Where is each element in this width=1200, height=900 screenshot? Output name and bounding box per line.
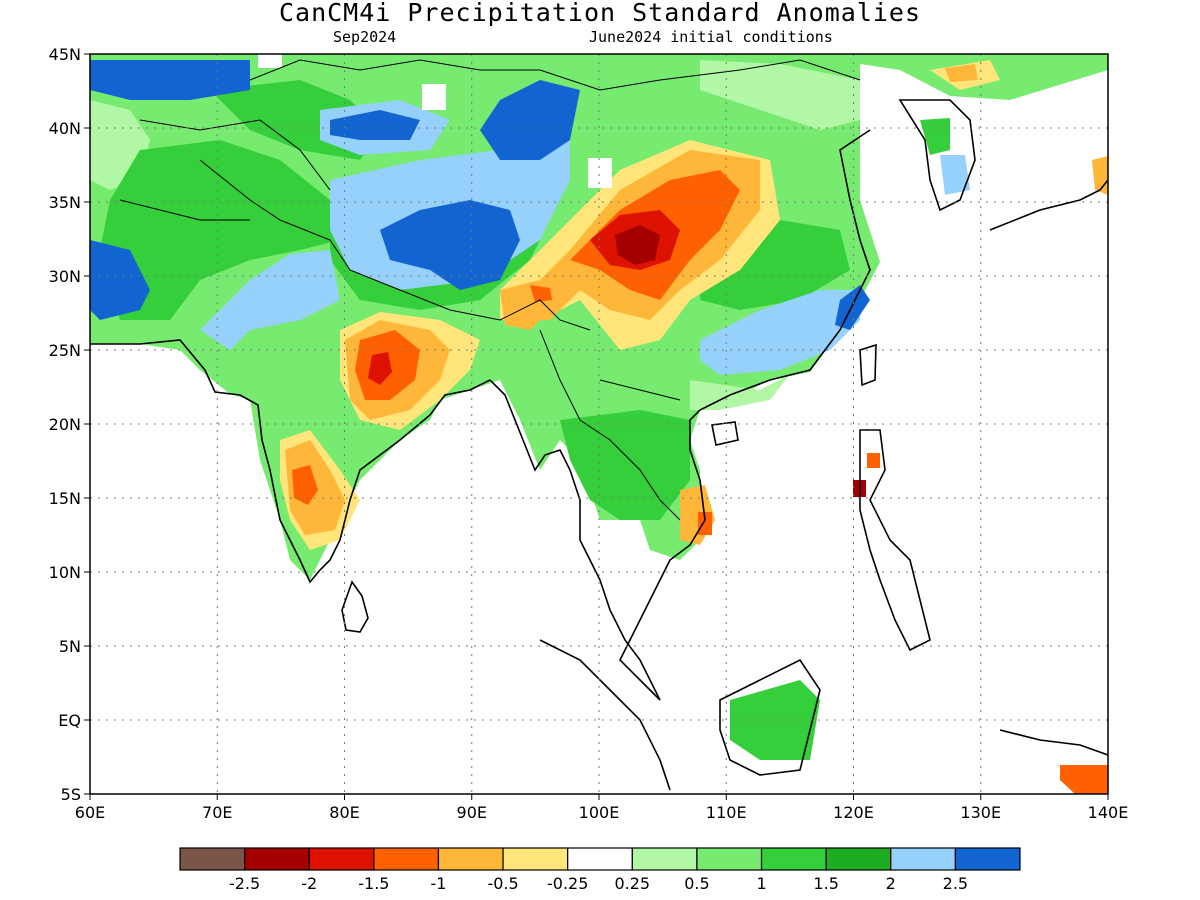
colorbar-label: 1.5	[813, 874, 838, 893]
lon-tick-label: 140E	[1088, 803, 1129, 822]
coast-sri-lanka	[341, 580, 369, 633]
lat-tick-label: 40N	[49, 119, 81, 138]
lat-tick-label: 15N	[49, 489, 81, 508]
coast-philippines	[859, 429, 931, 652]
colorbar: -2.5 -2 -1.5 -1 -0.5 -0.25 0.25 0.5 1 1.5 2 2.5	[179, 847, 1021, 893]
lat-tick-label: 10N	[49, 563, 81, 582]
colorbar-label: -0.25	[547, 874, 588, 893]
colorbar-swatch	[954, 847, 1021, 871]
border-himalaya	[199, 159, 591, 331]
orange-vietnam-core	[698, 512, 712, 535]
lon-tick-label: 130E	[960, 803, 1001, 822]
colorbar-swatch	[179, 847, 246, 871]
lat-tick-label: 20N	[49, 415, 81, 434]
darkred-central-china	[615, 225, 660, 265]
coast-indochina	[619, 129, 871, 701]
orange-india-south	[292, 465, 318, 505]
lightblue-india-north	[200, 250, 340, 350]
lat-tick-label: 30N	[49, 267, 81, 286]
colorbar-swatch	[567, 847, 633, 871]
axis-ticks: 60E 70E 80E 90E 100E 110E 120E 130E 140E 45N 40N 35…	[49, 45, 1129, 822]
border-china-north	[249, 59, 861, 91]
colorbar-label: -0.5	[487, 874, 518, 893]
colorbar-swatch	[437, 847, 504, 871]
lightblue-korea	[940, 155, 970, 195]
lon-tick-label: 110E	[706, 803, 747, 822]
lon-tick-label: 80E	[329, 803, 359, 822]
border-central-asia	[119, 119, 331, 221]
lon-tick-label: 60E	[75, 803, 105, 822]
colorbar-label: 2	[886, 874, 896, 893]
orange-manchuria	[945, 64, 978, 82]
orange-himalaya-east	[530, 285, 552, 302]
colorbar-label: 2.5	[943, 874, 968, 893]
green-1-borneo	[730, 680, 820, 760]
coast-arabian-sea	[90, 339, 491, 584]
init-conditions: June2024 initial conditions	[589, 28, 833, 46]
lon-tick-label: 100E	[579, 803, 620, 822]
colorbar-swatch	[502, 847, 569, 871]
lon-tick-label: 90E	[457, 803, 487, 822]
border-indochina	[539, 329, 681, 521]
light-green-xinjiang	[700, 60, 860, 130]
coast-korea-japan	[898, 99, 1108, 231]
colorbar-label: -1.5	[358, 874, 389, 893]
blue-pakistan	[90, 240, 150, 320]
colorbar-swatch	[244, 847, 310, 871]
red-india-north	[368, 352, 392, 385]
lat-tick-label: 5S	[61, 785, 81, 804]
lightblue-south-china	[700, 290, 860, 375]
lat-tick-label: EQ	[58, 711, 81, 730]
colorbar-swatch	[631, 847, 698, 871]
blue-northwest	[90, 60, 250, 100]
lat-tick-label: 5N	[59, 637, 81, 656]
orange-new-guinea	[1060, 765, 1108, 794]
colorbar-label: -1	[430, 874, 446, 893]
anomaly-field	[90, 54, 1108, 794]
blue-east-china	[835, 285, 870, 330]
orange-philippines	[867, 453, 880, 468]
lat-tick-label: 25N	[49, 341, 81, 360]
valid-month: Sep2024	[333, 28, 397, 46]
blue-mongolia	[480, 80, 580, 160]
colorbar-swatch	[308, 847, 375, 871]
colorbar-label: 0.5	[684, 874, 709, 893]
coast-borneo	[719, 658, 821, 776]
colorbar-swatch	[373, 847, 440, 871]
coastlines	[90, 99, 1108, 791]
colorbar-swatch	[696, 847, 763, 871]
lat-tick-label: 35N	[49, 193, 81, 212]
blue-central-asia	[330, 110, 420, 140]
coast-bay-of-bengal	[489, 379, 661, 701]
lon-tick-label: 70E	[202, 803, 232, 822]
coast-hainan-taiwan	[711, 343, 877, 446]
lon-tick-label: 120E	[833, 803, 874, 822]
colorbar-swatch	[825, 847, 892, 871]
colorbar-swatch	[760, 847, 827, 871]
colorbar-label: 0.25	[614, 874, 650, 893]
green-1-northwest	[100, 140, 340, 320]
coast-new-guinea	[999, 729, 1108, 756]
grid	[90, 54, 1108, 794]
colorbar-label: 1	[756, 874, 766, 893]
coast-sumatra	[539, 639, 671, 791]
green-1-indochina	[560, 410, 690, 520]
blue-tibet	[380, 200, 520, 290]
colorbar-label: -2.5	[229, 874, 260, 893]
borders	[119, 59, 861, 521]
lat-tick-label: 45N	[49, 45, 81, 64]
map-title: CanCM4i Precipitation Standard Anomalies	[278, 0, 922, 27]
colorbar-label: -2	[301, 874, 317, 893]
green-1-korea	[920, 118, 950, 155]
colorbar-swatch	[890, 847, 956, 871]
